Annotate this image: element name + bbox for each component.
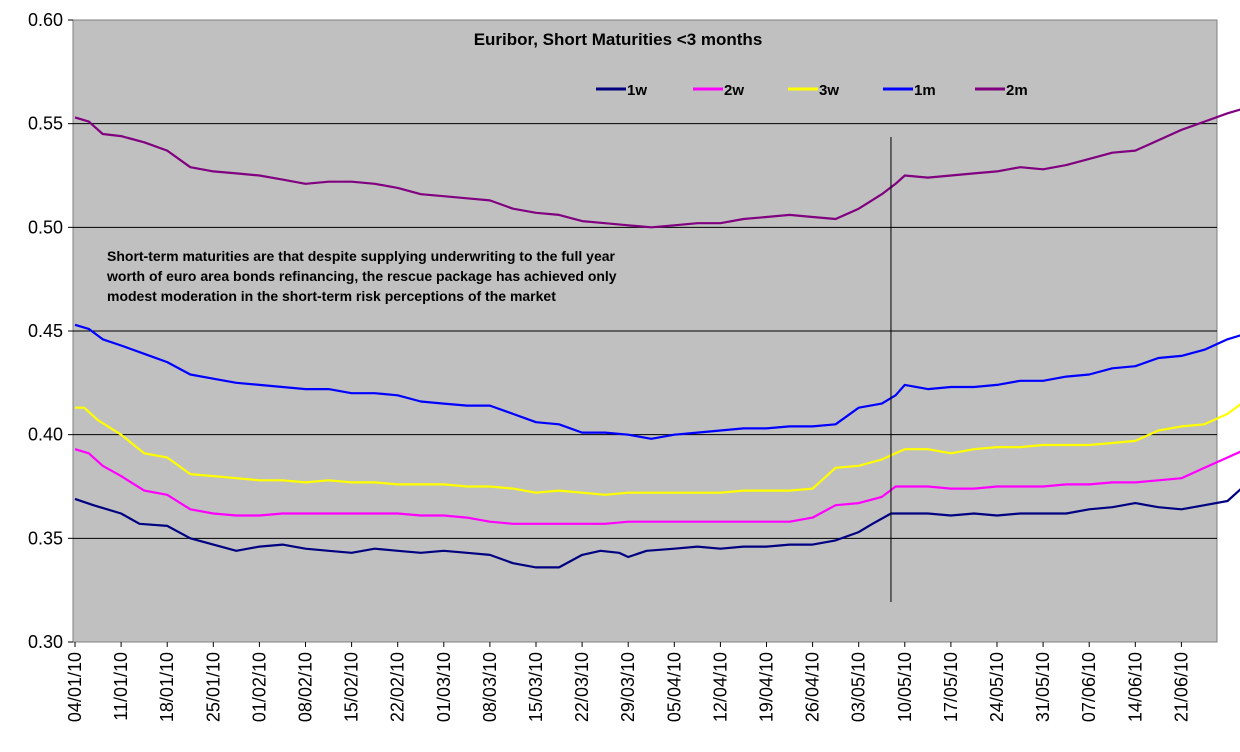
y-tick-label: 0.40 [28, 425, 63, 445]
x-tick-label: 01/03/10 [434, 652, 454, 722]
legend-label-1w: 1w [627, 82, 647, 99]
series-line-2m [74, 108, 1240, 229]
x-tick-label: 03/05/10 [849, 652, 869, 722]
series-line-1m [74, 323, 1240, 440]
x-tick-label: 07/06/10 [1079, 652, 1099, 722]
x-tick-label: 19/04/10 [757, 652, 777, 722]
x-tick-label: 11/01/10 [111, 652, 131, 721]
annotation-line: Short-term maturities are that despite s… [107, 248, 616, 264]
x-tick-label: 10/05/10 [895, 652, 915, 722]
x-tick-label: 15/03/10 [526, 652, 546, 722]
x-tick-label: 04/01/10 [65, 652, 85, 722]
y-tick-label: 0.35 [28, 528, 63, 548]
series-line-1w [74, 488, 1240, 569]
y-tick-label: 0.30 [28, 632, 63, 652]
x-tick-label: 22/03/10 [572, 652, 592, 722]
x-tick-label: 21/06/10 [1171, 652, 1191, 722]
x-tick-label: 12/04/10 [710, 652, 730, 722]
x-tick-label: 24/05/10 [987, 652, 1007, 722]
legend-label-1m: 1m [914, 82, 936, 99]
series-lines [74, 108, 1240, 569]
x-tick-label: 15/02/10 [342, 652, 362, 722]
x-tick-label: 29/03/10 [618, 652, 638, 722]
annotation-text: Short-term maturities are that despite s… [106, 248, 617, 304]
x-tick-label: 01/02/10 [249, 652, 269, 722]
x-tick-label: 17/05/10 [941, 652, 961, 722]
grid-lines [73, 123, 1217, 539]
legend-label-2m: 2m [1006, 82, 1028, 99]
annotation-line: modest moderation in the short-term risk… [107, 288, 556, 304]
x-tick-label: 08/03/10 [480, 652, 500, 722]
x-axis-ticks: 04/01/10 11/01/10 18/01/10 25/01/10 01/02/10… [65, 642, 1191, 722]
y-tick-label: 0.55 [28, 114, 63, 134]
x-tick-label: 26/04/10 [803, 652, 823, 722]
x-tick-label: 25/01/10 [203, 652, 223, 722]
y-axis-ticks: 0.30 0.35 0.40 0.45 0.50 0.55 0.60 [28, 10, 73, 652]
y-tick-label: 0.45 [28, 321, 63, 341]
series-line-3w [75, 403, 1240, 496]
legend-label-2w: 2w [724, 82, 744, 99]
x-tick-label: 18/01/10 [157, 652, 177, 722]
x-tick-label: 08/02/10 [296, 652, 316, 722]
x-tick-label: 14/06/10 [1125, 652, 1145, 722]
chart-title: Euribor, Short Maturities <3 months [474, 30, 763, 49]
annotation-line: worth of euro area bonds refinancing, th… [106, 268, 617, 284]
series-line-2w [74, 448, 1240, 525]
legend-label-3w: 3w [819, 82, 839, 99]
y-tick-label: 0.50 [28, 217, 63, 237]
x-tick-label: 31/05/10 [1033, 652, 1053, 722]
legend: 1w 2w 3w 1m 2m [596, 82, 1028, 99]
y-tick-label: 0.60 [28, 10, 63, 30]
x-tick-label: 22/02/10 [388, 652, 408, 722]
x-tick-label: 05/04/10 [664, 652, 684, 722]
